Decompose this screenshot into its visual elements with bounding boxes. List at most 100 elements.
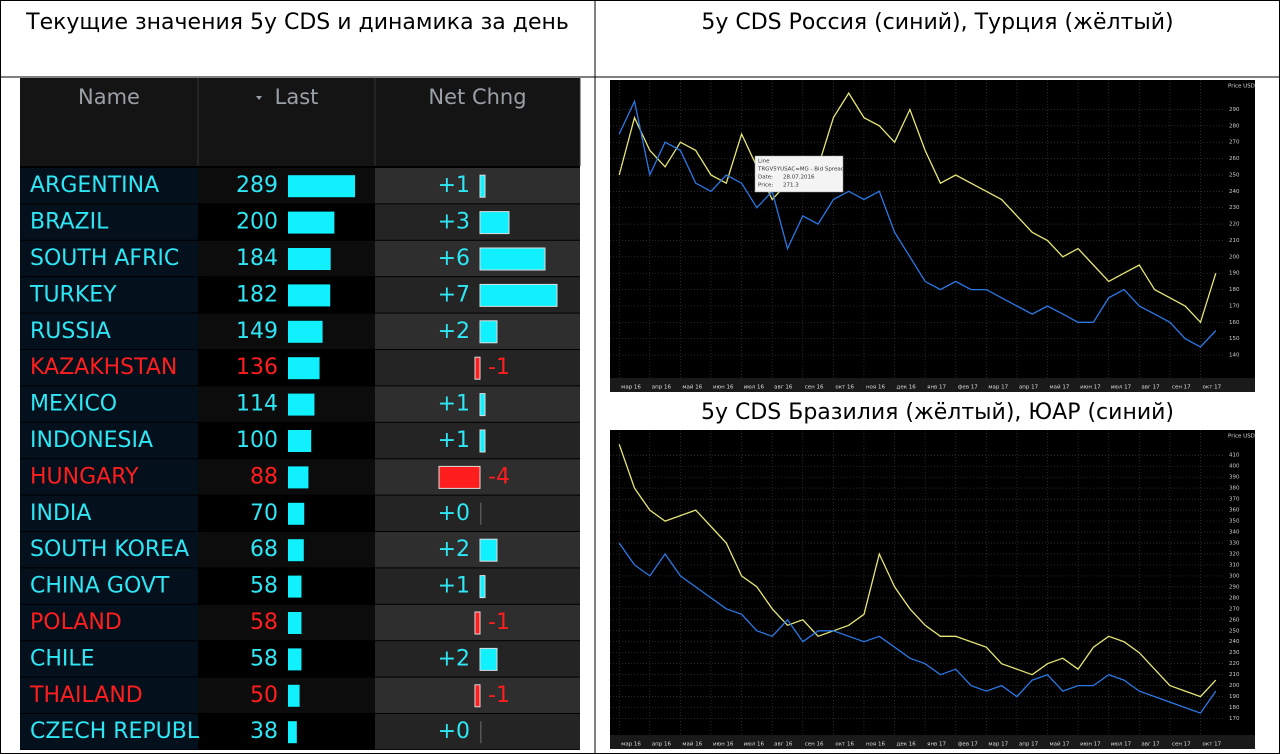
row-bg [198, 204, 375, 240]
tooltip-text: Date: [758, 175, 773, 181]
y-tick-label: 280 [1229, 595, 1240, 601]
x-axis-strip [610, 378, 1255, 392]
x-tick-label: июл 17 [1111, 385, 1132, 391]
net-label: +2 [438, 646, 470, 671]
row-name: SOUTH KOREA [30, 537, 189, 562]
net-bar [479, 647, 498, 671]
y-tick-label: 310 [1229, 562, 1240, 568]
row-bg [375, 532, 580, 568]
x-tick-label: мар 16 [621, 385, 641, 391]
x-tick-label: апр 17 [1019, 385, 1039, 391]
net-bar [479, 174, 486, 198]
y-tick-label: 190 [1229, 694, 1240, 700]
y-tick-label: 230 [1229, 650, 1240, 656]
y-tick-label: 360 [1229, 508, 1240, 514]
net-bar [480, 502, 482, 525]
x-tick-label: сен 16 [805, 742, 824, 748]
row-name: TURKEY [29, 282, 117, 307]
x-tick-label: май 17 [1050, 384, 1070, 391]
row-bg [198, 604, 375, 641]
y-tick-label: 180 [1229, 705, 1240, 711]
header-bg [20, 78, 580, 166]
x-tick-label: июн 17 [1080, 742, 1101, 748]
plot-bg [610, 80, 1255, 378]
row-bg [375, 386, 580, 422]
tooltip-text: TRGV5YUSAC=MG - Bid Spread [757, 167, 844, 173]
net-bar [479, 429, 486, 453]
x-tick-label: май 16 [682, 384, 702, 391]
net-bar [438, 465, 481, 489]
net-label: +0 [438, 501, 470, 526]
y-tick-label: 270 [1229, 140, 1240, 146]
last-bar [288, 175, 356, 198]
y-tick-label: 250 [1229, 628, 1240, 634]
tooltip-text: Price: [758, 183, 773, 189]
right-header: 5y CDS Россия (синий), Турция (жёлтый) [701, 10, 1174, 35]
row-last: 58 [250, 574, 278, 599]
net-label: +2 [438, 319, 470, 344]
series-line [618, 91, 1217, 324]
row-bg [375, 313, 580, 349]
row-last: 88 [250, 464, 278, 489]
y-tick-label: 170 [1229, 716, 1240, 722]
x-tick-label: фев 17 [958, 385, 979, 391]
net-bar [474, 684, 481, 708]
net-label: -1 [488, 610, 510, 635]
x-tick-label: окт 17 [1203, 742, 1222, 748]
y-tick-label: 180 [1229, 287, 1240, 293]
x-tick-label: авг 17 [1141, 742, 1160, 748]
row-bg [198, 459, 375, 495]
net-label: +7 [438, 282, 470, 307]
row-last: 100 [236, 428, 278, 453]
x-tick-label: май 17 [1050, 741, 1070, 748]
row-bg [198, 422, 375, 459]
y-tick-label: 240 [1229, 189, 1240, 195]
net-label: +1 [438, 428, 470, 453]
last-bar [288, 357, 320, 380]
net-label: -1 [488, 683, 510, 708]
net-label: +6 [438, 246, 470, 271]
y-tick-label: 280 [1229, 123, 1240, 129]
sort-arrow [256, 96, 262, 100]
last-bar [288, 648, 302, 671]
y-tick-label: 210 [1229, 238, 1240, 244]
y-tick-label: 230 [1229, 205, 1240, 211]
row-name: INDIA [30, 501, 91, 526]
row-bg [20, 677, 198, 713]
x-tick-label: янв 17 [927, 742, 946, 748]
x-tick-label: июл 16 [744, 742, 765, 748]
net-bar [479, 283, 558, 307]
last-bar [288, 612, 302, 634]
y-tick-label: 270 [1229, 606, 1240, 612]
row-last: 184 [236, 246, 278, 271]
row-bg [375, 422, 580, 459]
x-tick-label: апр 16 [652, 385, 672, 391]
net-bar [479, 320, 498, 344]
row-last: 149 [236, 319, 278, 344]
x-tick-label: дек 16 [897, 742, 917, 748]
row-bg [198, 240, 375, 277]
net-label: +3 [438, 210, 470, 235]
x-tick-label: июл 17 [1111, 742, 1132, 748]
row-bg [375, 714, 580, 750]
x-tick-label: мар 16 [621, 742, 641, 748]
row-name: SOUTH AFRIC [30, 246, 179, 271]
row-bg [198, 386, 375, 422]
column-header: Name [78, 85, 140, 109]
x-tick-label: ноя 16 [866, 742, 886, 748]
x-tick-label: июн 17 [1080, 385, 1101, 391]
row-last: 136 [236, 355, 278, 380]
row-last: 182 [236, 282, 278, 307]
tooltip-text: Line [758, 159, 770, 165]
y-tick-label: 210 [1229, 672, 1240, 678]
y-tick-label: 340 [1229, 530, 1240, 536]
y-tick-label: 170 [1229, 303, 1240, 309]
last-bar [288, 430, 312, 452]
last-bar [288, 211, 335, 234]
y-axis-label: Price USD [1228, 434, 1255, 440]
net-bar [479, 393, 486, 417]
x-tick-label: сен 17 [1172, 385, 1191, 391]
y-tick-label: 380 [1229, 486, 1240, 492]
x-tick-label: сен 16 [805, 385, 824, 391]
